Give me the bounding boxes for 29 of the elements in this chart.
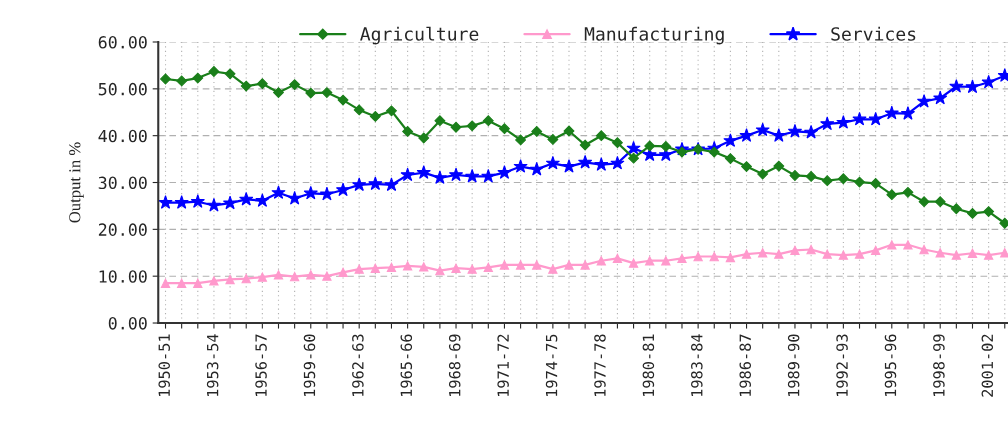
x-tick-label: 1983-84 — [691, 334, 703, 396]
x-tick-label: 1977-78 — [594, 334, 606, 396]
x-tick-label: 1995-96 — [884, 334, 897, 396]
x-tick-label: 1980-81 — [642, 334, 655, 396]
x-tick-label: 2001-02 — [981, 334, 994, 397]
x-tick-label: 1989-90 — [787, 334, 800, 396]
x-tick-label: 1998-99 — [933, 334, 945, 396]
x-tick-label: 1986-87 — [739, 334, 752, 396]
x-tick-label: 1950-51 — [158, 334, 170, 396]
x-tick-label: 1956-57 — [255, 334, 267, 396]
y-tick-label: 0.00 — [108, 317, 147, 330]
x-tick-label: 1953-54 — [206, 334, 219, 396]
y-tick-label: 50.00 — [98, 82, 147, 96]
legend-label: Manufacturing — [584, 26, 724, 45]
x-tick-label: 1965-66 — [400, 334, 413, 396]
y-tick-label: 10.00 — [99, 270, 147, 283]
x-tick-label: 1992-93 — [836, 334, 848, 396]
y-tick-label: 20.00 — [98, 223, 147, 236]
x-tick-label: 1974-75 — [545, 334, 558, 396]
legend-label: Services — [831, 26, 916, 41]
x-tick-label: 1968-69 — [448, 334, 461, 396]
y-tick-label: 60.00 — [98, 36, 147, 49]
y-tick-label: 40.00 — [98, 129, 147, 143]
y-axis-title: Output in % — [69, 142, 84, 223]
x-tick-label: 1971-72 — [497, 334, 509, 396]
y-tick-label: 30.00 — [98, 176, 147, 190]
legend-label: Agriculture — [360, 26, 479, 45]
x-tick-label: 1959-60 — [303, 334, 316, 396]
x-tick-label: 1962-63 — [352, 334, 364, 396]
